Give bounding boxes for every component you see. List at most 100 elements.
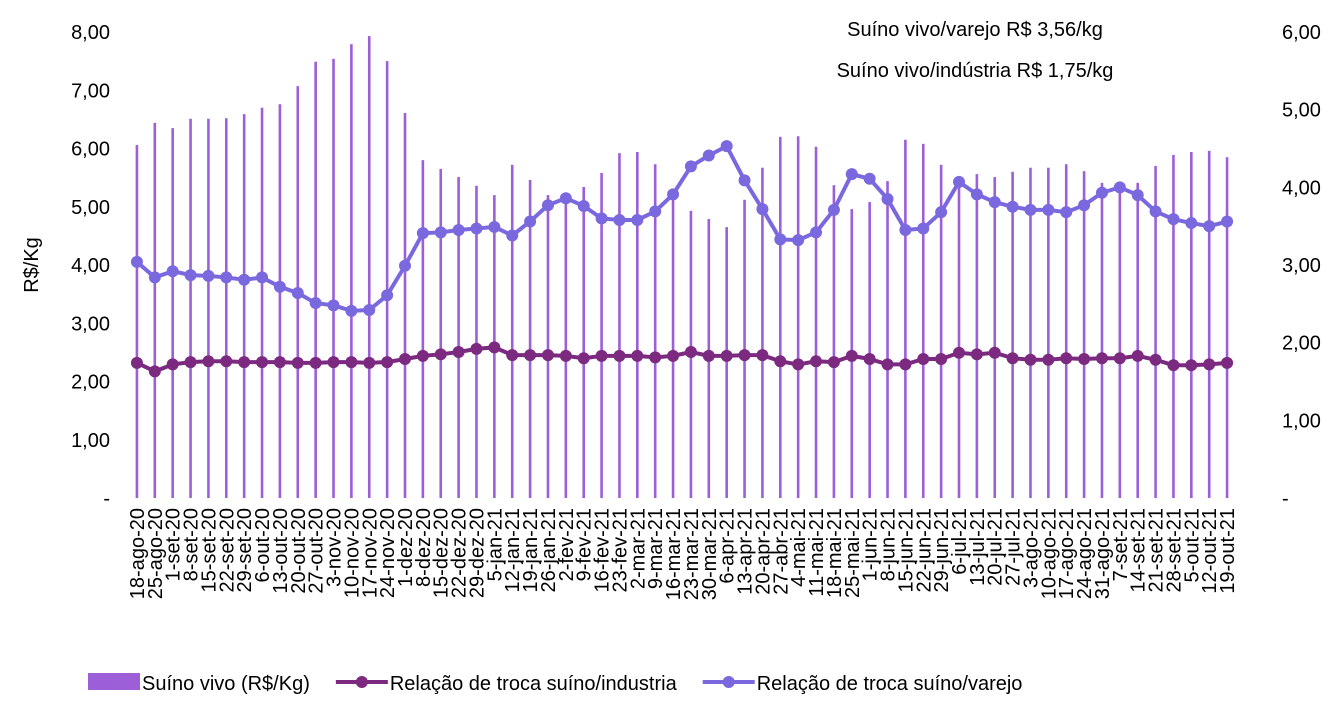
line-marker xyxy=(756,203,769,216)
bar xyxy=(350,44,353,499)
bar xyxy=(778,136,782,498)
line-marker xyxy=(541,349,554,362)
x-tick-label: 14-set-21 xyxy=(1128,508,1150,593)
x-tick-label: 29-jun-21 xyxy=(931,508,953,593)
line-marker xyxy=(1131,189,1144,202)
y2-tick-label: 5,00 xyxy=(1282,100,1321,122)
line-marker xyxy=(845,349,858,362)
line-marker xyxy=(381,289,394,302)
annotation: Suíno vivo/varejo R$ 3,56/kg xyxy=(847,19,1103,41)
x-tick-label: 9-fev-21 xyxy=(574,508,596,581)
bar xyxy=(528,179,532,498)
line-marker xyxy=(1221,356,1234,369)
x-tick-label: 31-ago-21 xyxy=(1092,508,1114,599)
x-tick-label: 10-nov-20 xyxy=(341,508,363,598)
line-marker xyxy=(1006,352,1019,365)
x-tick-label: 2-fev-21 xyxy=(556,508,578,581)
line-marker xyxy=(488,220,501,233)
bar xyxy=(743,199,746,498)
bar xyxy=(653,164,657,499)
line-marker xyxy=(863,172,876,185)
line-marker xyxy=(327,356,340,369)
bar xyxy=(904,139,907,498)
line-marker xyxy=(595,349,608,362)
line-marker xyxy=(1167,359,1180,372)
line-marker xyxy=(1185,359,1198,372)
line-marker xyxy=(1006,200,1019,213)
x-tick-label: 15-set-20 xyxy=(198,508,220,593)
bar xyxy=(921,143,925,498)
bar xyxy=(224,118,228,499)
line-marker xyxy=(345,356,358,369)
bar xyxy=(1029,167,1032,498)
line-marker xyxy=(631,349,644,362)
bar xyxy=(546,195,550,498)
x-tick-label: 18-mai-21 xyxy=(824,508,846,598)
y-tick-label: 3,00 xyxy=(71,313,110,335)
line-marker xyxy=(524,215,537,228)
line-marker xyxy=(345,304,358,317)
line-marker xyxy=(970,348,983,361)
y-tick-label: 5,00 xyxy=(71,197,110,219)
line-marker xyxy=(1221,215,1234,228)
line-marker xyxy=(613,349,626,362)
x-tick-label: 12-out-21 xyxy=(1199,508,1221,594)
y-axis-title: R$/Kg xyxy=(21,237,43,293)
line-marker xyxy=(166,265,179,278)
y-tick-label: 1,00 xyxy=(71,430,110,452)
x-tick-label: 1-dez-20 xyxy=(395,508,417,587)
x-tick-label: 16-mar-21 xyxy=(663,508,685,600)
line-marker xyxy=(202,355,215,368)
bar xyxy=(171,128,174,499)
bar xyxy=(814,146,818,498)
line-marker xyxy=(631,213,644,226)
x-tick-label: 22-set-20 xyxy=(216,508,238,593)
line-marker xyxy=(273,356,286,369)
x-tick-label: 19-jan-21 xyxy=(520,508,542,593)
x-tick-label: 15-jun-21 xyxy=(895,508,917,593)
bar xyxy=(564,198,568,498)
line-marker xyxy=(684,345,697,358)
line-marker xyxy=(827,356,840,369)
x-tick-label: 5-out-21 xyxy=(1181,508,1203,583)
line-marker xyxy=(541,199,554,212)
bar xyxy=(1190,151,1193,498)
line-marker xyxy=(363,304,376,317)
line-marker xyxy=(1167,213,1180,226)
bar xyxy=(135,145,139,498)
bar xyxy=(1225,157,1229,499)
line-marker xyxy=(720,349,733,362)
line-marker xyxy=(810,355,823,368)
line-marker xyxy=(309,356,322,369)
line-marker xyxy=(506,349,519,362)
line-marker xyxy=(792,234,805,247)
line-marker xyxy=(917,352,930,365)
x-tick-label: 20-out-20 xyxy=(288,508,310,594)
bar xyxy=(457,177,460,499)
line-marker xyxy=(559,349,572,362)
bar xyxy=(1154,165,1157,498)
legend-swatch xyxy=(722,676,735,688)
line-marker xyxy=(1060,352,1073,365)
x-tick-label: 22-jun-21 xyxy=(913,508,935,593)
x-tick-label: 27-out-20 xyxy=(306,508,328,594)
bar xyxy=(189,118,192,498)
bar xyxy=(993,177,997,499)
bar xyxy=(153,122,157,499)
x-tick-label: 1-jun-21 xyxy=(860,508,882,581)
y-tick-label: 8,00 xyxy=(71,22,110,44)
line-marker xyxy=(1113,181,1126,194)
y-tick-label: 2,00 xyxy=(71,372,110,394)
line-marker xyxy=(988,196,1001,209)
line-marker xyxy=(327,299,340,312)
line-marker xyxy=(702,349,715,362)
line-marker xyxy=(738,174,751,187)
x-tick-label: 6-out-20 xyxy=(252,508,274,583)
x-tick-label: 27-jul-21 xyxy=(1003,508,1025,586)
line-marker xyxy=(399,352,411,365)
bar xyxy=(1207,150,1211,498)
x-tick-label: 25-mai-21 xyxy=(842,508,864,598)
line-marker xyxy=(667,349,680,362)
x-tick-label: 26-jan-21 xyxy=(538,508,560,593)
line-marker xyxy=(935,206,948,219)
